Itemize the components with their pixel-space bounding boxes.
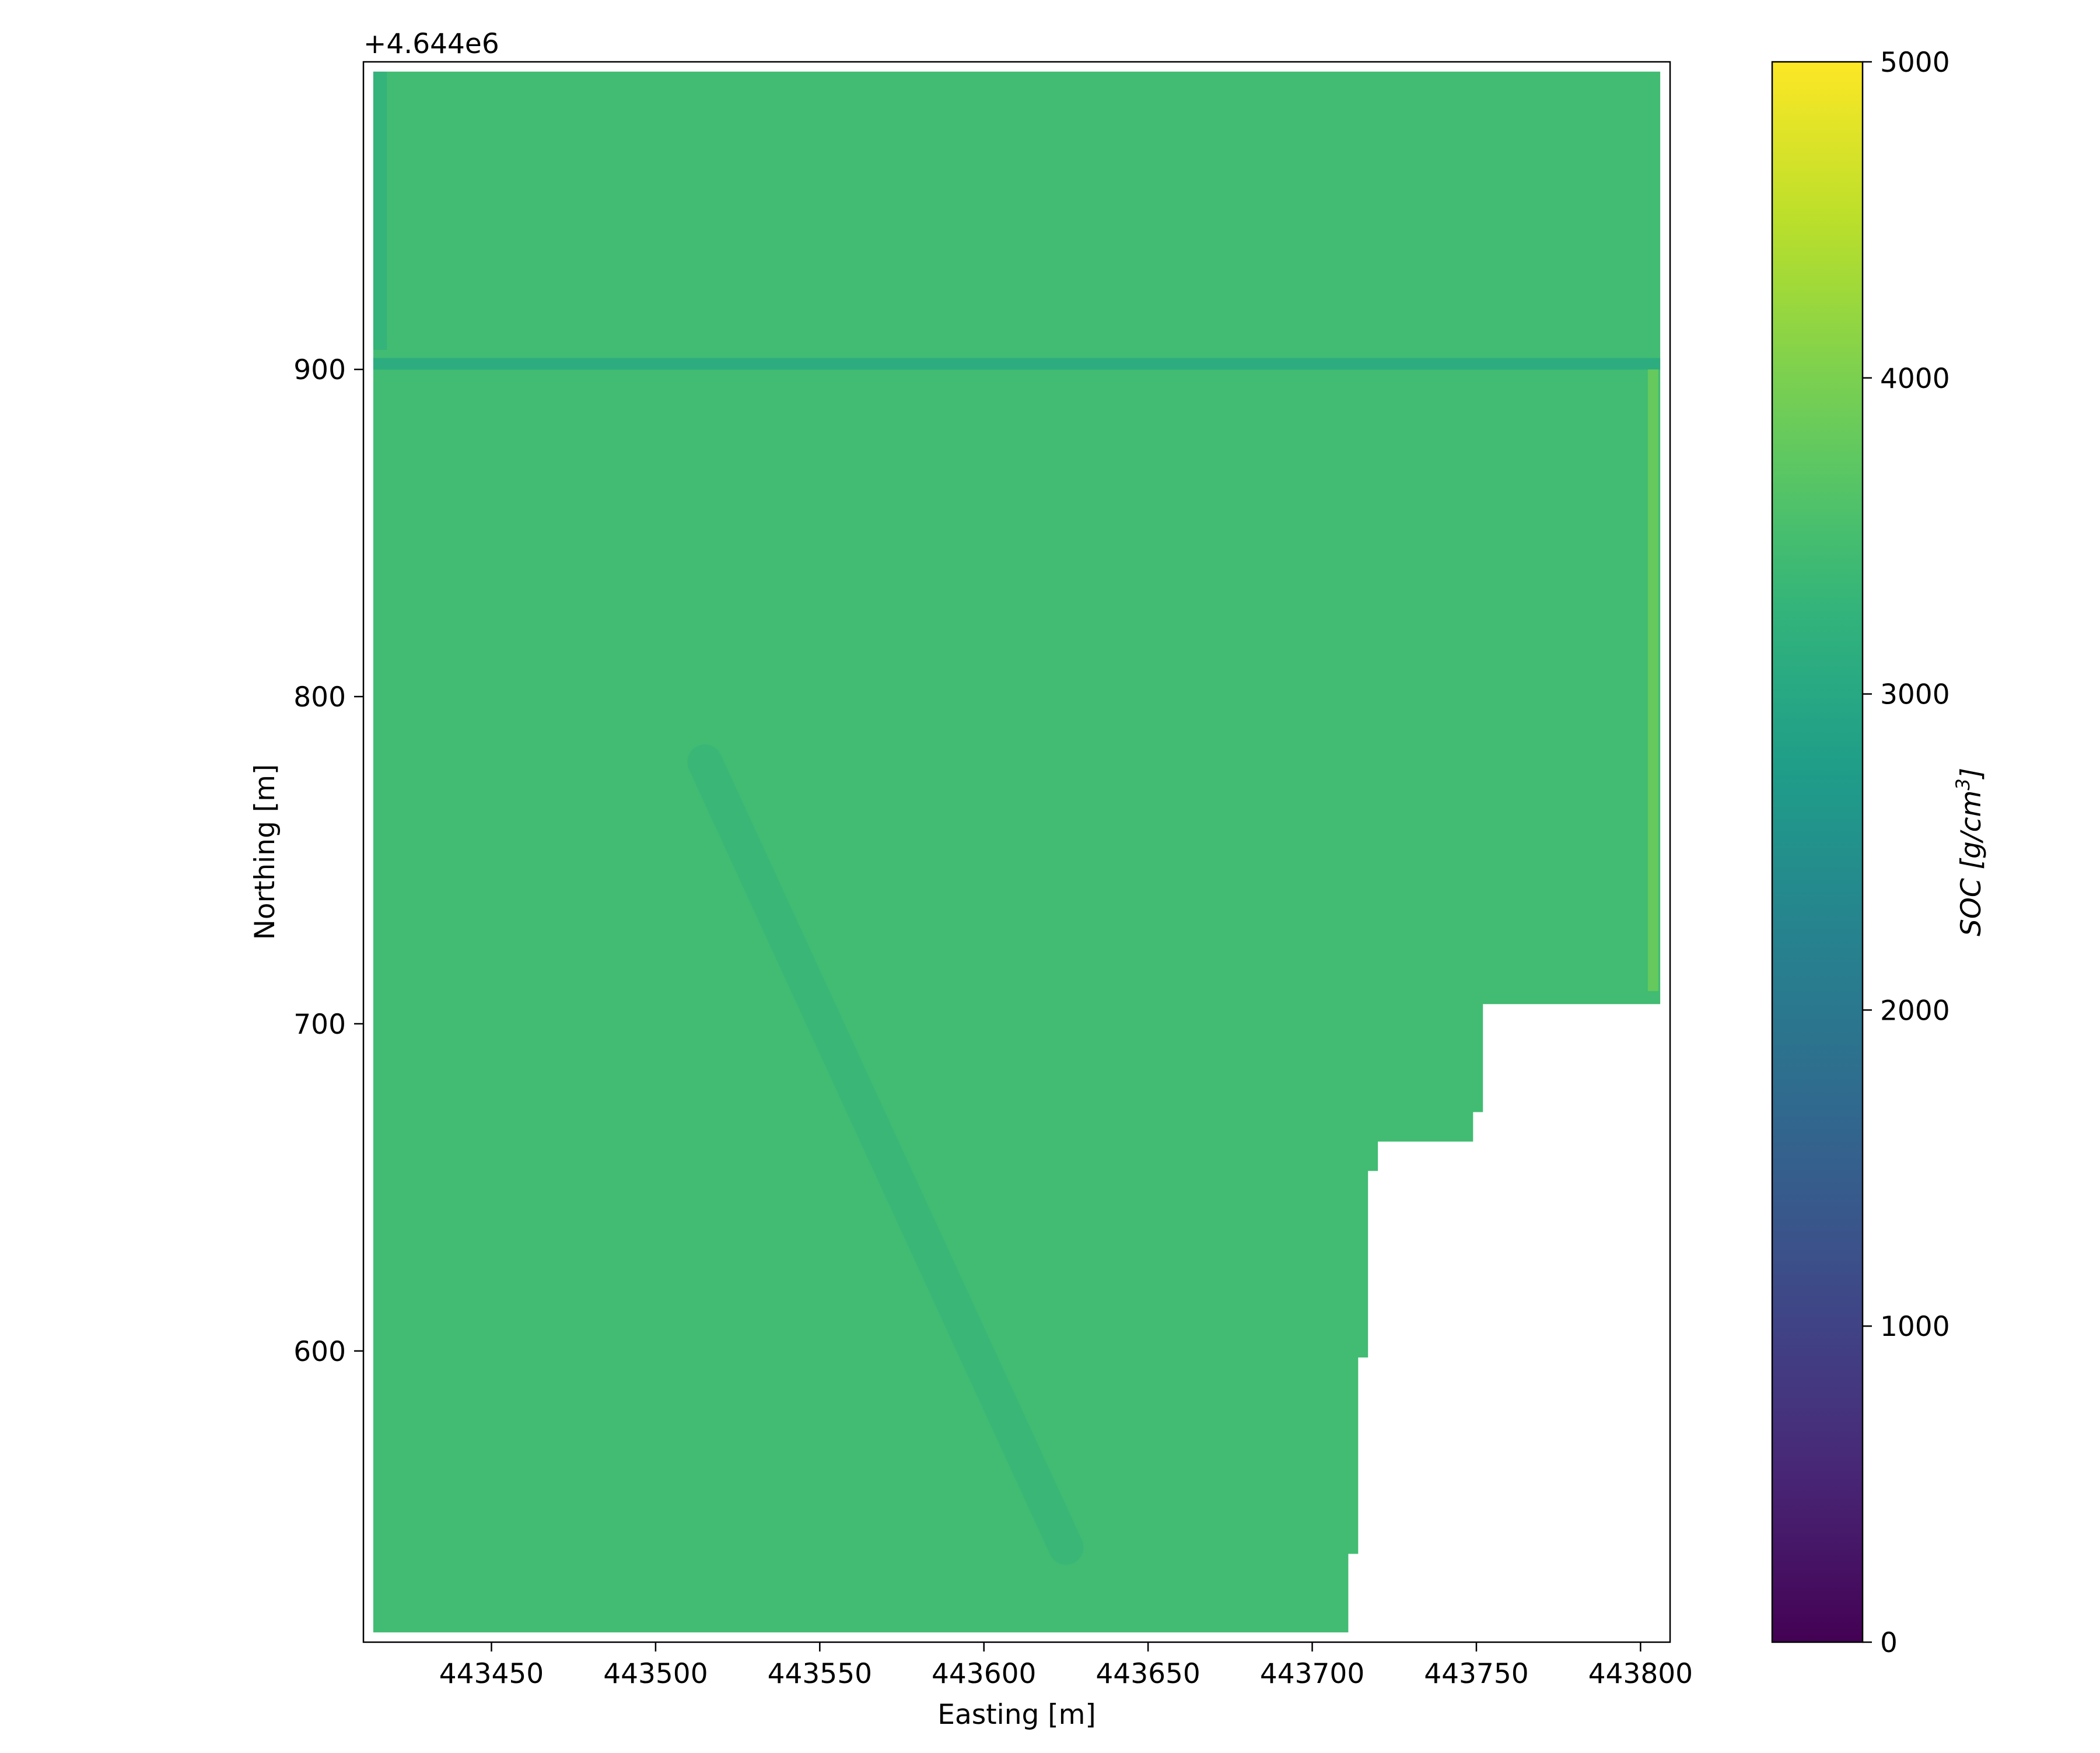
x-axis-label: Easting [m]: [937, 1699, 1096, 1731]
row-band: [373, 358, 1661, 370]
field-features: [373, 71, 1661, 1565]
diagonal-band: [687, 744, 1084, 1565]
y-tick-label: 600: [293, 1336, 346, 1368]
x-tick-label: 443750: [1424, 1658, 1528, 1690]
plot-area: [373, 71, 1661, 1633]
y-tick-label: 900: [293, 354, 346, 386]
axes: 443450 443500 443550 443600 443650 443700 4437…: [249, 28, 1693, 1731]
y-tick-label: 700: [293, 1009, 346, 1041]
x-tick-label: 443800: [1588, 1658, 1693, 1690]
field-raster: [373, 71, 1661, 1633]
colorbar-tick-label: 2000: [1880, 995, 1950, 1027]
x-tick-label: 443550: [768, 1658, 872, 1690]
colorbar-tick-label: 3000: [1880, 679, 1950, 711]
y-tick-label: 800: [293, 681, 346, 713]
right-column-band: [1647, 369, 1658, 991]
colorbar-tick-label: 1000: [1880, 1311, 1950, 1343]
x-tick-label: 443650: [1096, 1658, 1200, 1690]
colorbar-tick-label: 4000: [1880, 363, 1950, 395]
colorbar-label: SOC [g/cm3]: [1952, 768, 1987, 936]
x-tick-label: 443450: [439, 1658, 544, 1690]
colorbar-tick-label: 5000: [1880, 47, 1950, 79]
y-offset-label: +4.644e6: [363, 28, 499, 60]
left-column-band: [373, 71, 387, 350]
x-tick-label: 443500: [603, 1658, 708, 1690]
colorbar-gradient: [1772, 62, 1863, 1642]
y-axis-label: Northing [m]: [249, 764, 281, 940]
colorbar-frame: [1771, 61, 1864, 1643]
x-tick-label: 443600: [932, 1658, 1036, 1690]
colorbar-tick-label: 0: [1880, 1627, 1898, 1659]
axes-frame: [362, 61, 1671, 1643]
colorbar: 0 1000 2000 3000 4000 5000 SOC [g/cm3]: [1771, 47, 1987, 1659]
x-tick-label: 443700: [1260, 1658, 1364, 1690]
